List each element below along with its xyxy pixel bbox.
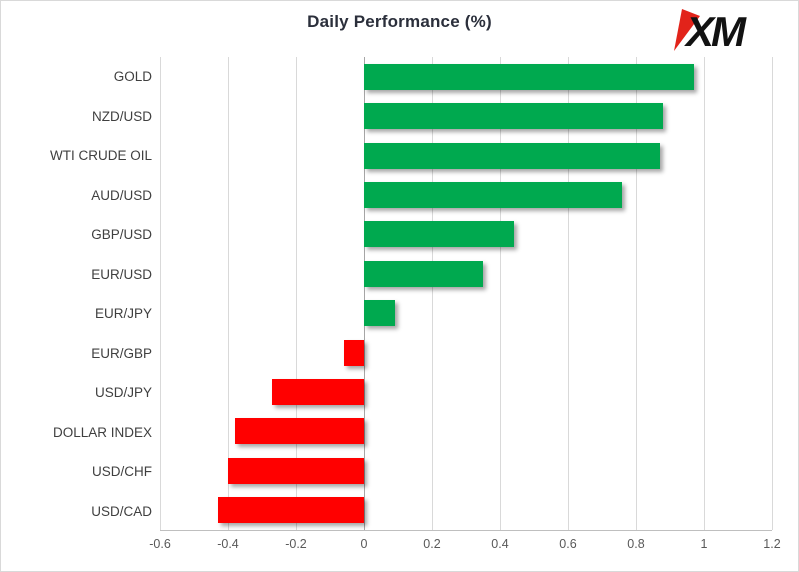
x-tick-label: 0.2 bbox=[423, 537, 441, 551]
xm-logo-text: XM bbox=[684, 8, 747, 53]
bar bbox=[364, 142, 660, 169]
value-axis: -0.6 -0.4 -0.2 0 0.2 0.4 0.6 0.8 1 1.2 bbox=[149, 537, 780, 557]
bar-row bbox=[160, 96, 772, 135]
xm-logo: XM bbox=[670, 7, 788, 55]
category-label: USD/CAD bbox=[91, 503, 152, 519]
bar bbox=[364, 300, 395, 327]
xm-logo-arrow-icon bbox=[674, 9, 700, 51]
bar-row bbox=[160, 294, 772, 333]
gridline bbox=[703, 57, 705, 530]
x-tick-label: -0.2 bbox=[285, 537, 307, 551]
category-label: GOLD bbox=[113, 69, 152, 85]
x-tick-label: 0.4 bbox=[491, 537, 509, 551]
bar-row bbox=[160, 372, 772, 411]
bar-row bbox=[160, 57, 772, 96]
bar bbox=[227, 457, 364, 484]
category-axis: GOLD NZD/USD WTI CRUDE OIL AUD/USD GBP/USD EU… bbox=[1, 57, 152, 531]
bar bbox=[364, 63, 694, 90]
gridline bbox=[227, 57, 229, 530]
bar-row bbox=[160, 136, 772, 175]
gridline bbox=[295, 57, 297, 530]
bar bbox=[234, 418, 364, 445]
x-tick-label: 1.2 bbox=[763, 537, 781, 551]
chart-title: Daily Performance (%) bbox=[307, 12, 492, 31]
category-label: USD/JPY bbox=[94, 385, 152, 401]
bar-row bbox=[160, 175, 772, 214]
x-tick-label: -0.6 bbox=[149, 537, 171, 551]
bar-row bbox=[160, 451, 772, 490]
x-tick-label: 0 bbox=[360, 537, 368, 551]
gridline bbox=[772, 57, 773, 530]
x-tick-label: 0.6 bbox=[559, 537, 577, 551]
gridline bbox=[568, 57, 569, 530]
category-label: WTI CRUDE OIL bbox=[49, 148, 152, 164]
category-label: USD/CHF bbox=[92, 464, 152, 480]
x-tick-label: 1 bbox=[700, 537, 708, 551]
gridline bbox=[636, 57, 637, 530]
gridline bbox=[500, 57, 501, 530]
zero-axis-line bbox=[364, 57, 365, 530]
bar bbox=[364, 181, 623, 208]
bar-row bbox=[160, 412, 772, 451]
bar bbox=[364, 221, 514, 248]
category-label: AUD/USD bbox=[91, 187, 152, 203]
category-label: EUR/USD bbox=[91, 266, 152, 282]
bar bbox=[364, 103, 664, 130]
gridline bbox=[431, 57, 433, 530]
gridline bbox=[160, 57, 161, 530]
xm-logo-graphic: XM bbox=[674, 8, 750, 55]
bar bbox=[364, 260, 483, 287]
bar bbox=[217, 497, 364, 524]
bar-row bbox=[160, 333, 772, 372]
bar-row bbox=[160, 215, 772, 254]
category-label: GBP/USD bbox=[91, 227, 152, 243]
x-tick-label: -0.4 bbox=[217, 537, 239, 551]
bar bbox=[343, 339, 364, 366]
category-label: NZD/USD bbox=[92, 108, 152, 124]
x-tick-label: 0.8 bbox=[627, 537, 645, 551]
bar-row bbox=[160, 254, 772, 293]
bar-row bbox=[160, 491, 772, 530]
category-label: EUR/JPY bbox=[94, 306, 152, 322]
plot-area bbox=[160, 57, 773, 531]
bar bbox=[272, 379, 364, 406]
category-label: EUR/GBP bbox=[91, 345, 152, 361]
category-label: DOLLAR INDEX bbox=[52, 424, 152, 440]
